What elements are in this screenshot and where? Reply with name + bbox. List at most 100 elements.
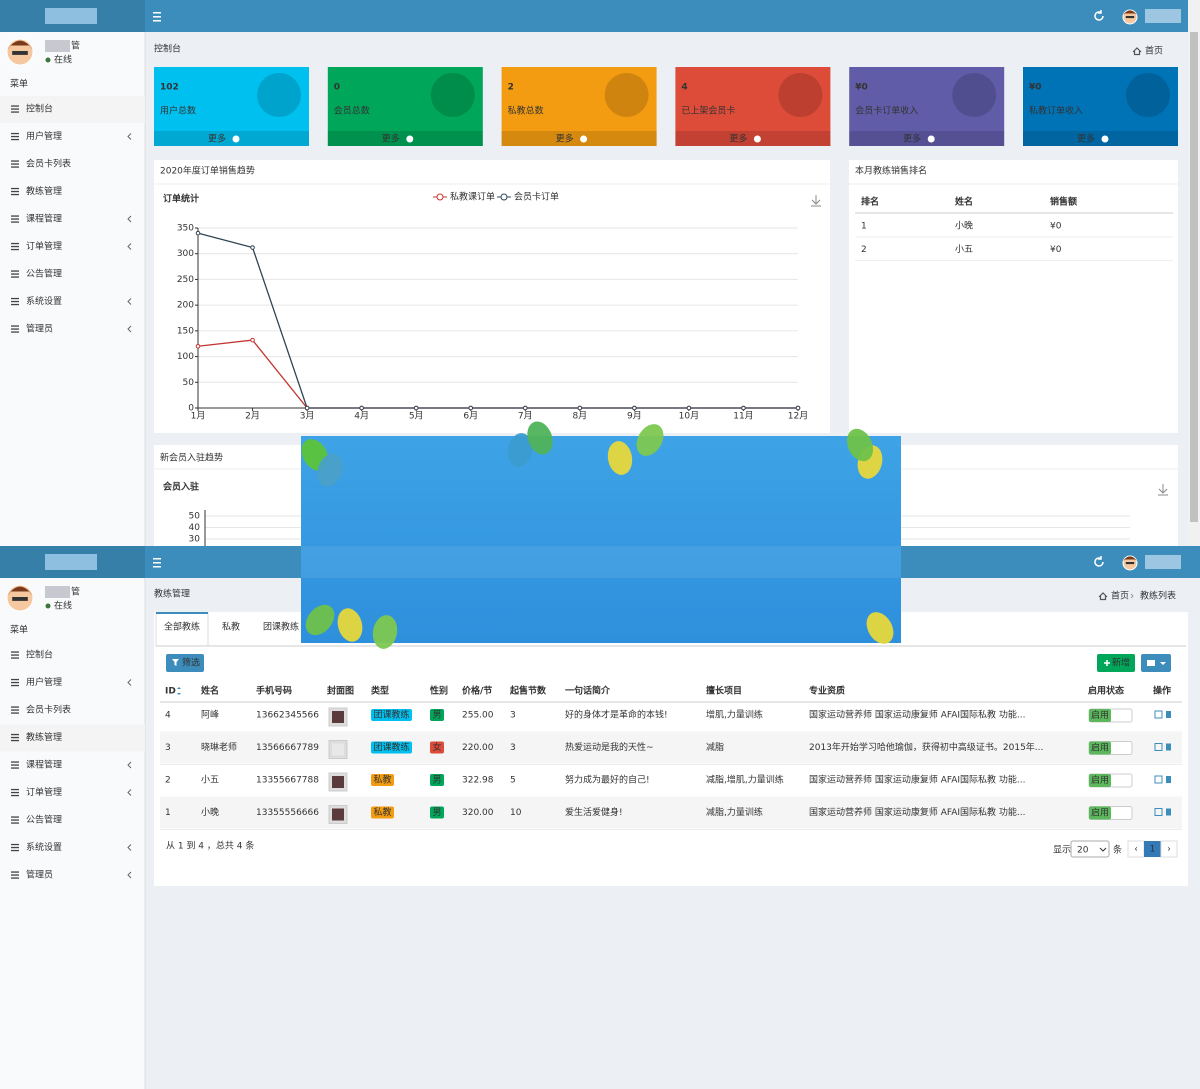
menu-item[interactable]: 教练管理	[26, 731, 62, 743]
refresh-icon[interactable]	[1094, 556, 1104, 567]
avatar-hair	[7, 40, 33, 50]
switch-label[interactable]: 启用	[1091, 742, 1109, 754]
edit-icon[interactable]	[1154, 710, 1163, 719]
menu-item[interactable]: 课程管理	[26, 213, 62, 225]
stat-more-icon	[753, 135, 761, 143]
type-badge	[371, 806, 394, 819]
menu-item[interactable]: 管理员	[26, 869, 53, 881]
page-size-select[interactable]	[1070, 840, 1110, 858]
stat-more[interactable]: 更多	[382, 133, 400, 145]
edit-icon[interactable]	[1154, 775, 1163, 784]
page-next[interactable]	[1160, 840, 1178, 858]
stat-more[interactable]: 更多	[729, 133, 747, 145]
point	[741, 405, 746, 411]
switch-label[interactable]: 启用	[1091, 774, 1109, 786]
menu-item[interactable]: 教练管理	[26, 185, 62, 197]
delete-icon[interactable]	[1166, 711, 1171, 718]
menu-item[interactable]: 系统设置	[26, 841, 62, 853]
breadcrumb[interactable]: 首页	[1145, 45, 1163, 57]
table-header: 擅长项目	[706, 685, 742, 697]
stat-more[interactable]: 更多	[208, 133, 226, 145]
stat-more[interactable]: 更多	[556, 133, 574, 145]
add-button[interactable]	[1097, 654, 1135, 672]
submenu-arrow	[127, 789, 132, 796]
gender-badge-label: 男	[432, 807, 441, 818]
filter-label[interactable]: 筛选	[182, 657, 200, 669]
x-tick-label: 2月	[245, 411, 260, 422]
menu-icon	[11, 248, 19, 251]
menu-toggle[interactable]	[153, 12, 161, 14]
menu-toggle[interactable]	[153, 20, 161, 22]
leaf	[305, 604, 335, 636]
menu-icon	[11, 684, 19, 687]
switch-label[interactable]: 启用	[1091, 709, 1109, 721]
header-bar	[0, 0, 1200, 32]
menu-item[interactable]: 公告管理	[26, 814, 62, 826]
legend-marker	[500, 193, 508, 201]
legend-label[interactable]: 会员卡订单	[514, 191, 559, 203]
menu-item[interactable]: 控制台	[26, 103, 53, 115]
menu-toggle[interactable]	[153, 16, 161, 18]
menu-icon	[11, 132, 19, 135]
menu-item[interactable]: 订单管理	[26, 786, 62, 798]
table-header: 类型	[371, 685, 389, 697]
tab-active-top	[156, 612, 208, 614]
table-cell: 220.00	[462, 743, 494, 753]
columns-button[interactable]	[1141, 654, 1171, 672]
switch-label[interactable]: 启用	[1091, 807, 1109, 819]
menu-toggle[interactable]	[153, 558, 161, 560]
menu-icon	[11, 736, 19, 739]
type-badge	[371, 774, 394, 786]
menu-icon	[11, 325, 19, 327]
tab[interactable]: 全部教练	[164, 621, 200, 633]
menu-icon	[11, 654, 19, 656]
menu-toggle[interactable]	[153, 566, 161, 568]
menu-item[interactable]: 课程管理	[26, 759, 62, 771]
menu-item[interactable]: 管理员	[26, 323, 53, 335]
user-name-blurred	[45, 40, 70, 52]
panel	[154, 160, 830, 433]
menu-icon	[11, 681, 19, 684]
table-header: 销售额	[1050, 196, 1077, 208]
page-button[interactable]	[1144, 841, 1161, 857]
delete-icon[interactable]	[1166, 743, 1171, 751]
menu-item[interactable]: 控制台	[26, 649, 53, 661]
filter-button[interactable]	[166, 654, 204, 672]
menu-toggle[interactable]	[153, 562, 161, 564]
legend-label[interactable]: 私教课订单	[450, 191, 495, 203]
menu-item[interactable]: 会员卡列表	[26, 704, 71, 716]
menu-icon	[11, 270, 19, 272]
edit-icon[interactable]	[1154, 808, 1163, 816]
stat-more[interactable]: 更多	[903, 133, 921, 145]
breadcrumb-sep	[1130, 593, 1134, 599]
download-icon[interactable]	[1158, 484, 1168, 496]
stat-more-icon	[1101, 135, 1109, 143]
menu-icon	[11, 187, 19, 190]
tab[interactable]: 团课教练	[263, 621, 299, 633]
menu-item[interactable]: 用户管理	[26, 130, 62, 142]
menu-item[interactable]: 订单管理	[26, 240, 62, 252]
menu-item[interactable]: 系统设置	[26, 295, 62, 307]
add-label[interactable]: 新增	[1112, 657, 1130, 669]
menu-item[interactable]: 公告管理	[26, 268, 62, 280]
delete-icon[interactable]	[1166, 808, 1171, 816]
menu-icon	[11, 651, 19, 653]
chart-title: 订单统计	[163, 193, 199, 205]
breadcrumb[interactable]: 首页	[1111, 590, 1129, 602]
download-icon[interactable]	[811, 195, 821, 207]
cover-photo	[332, 743, 344, 756]
leaf	[317, 453, 343, 487]
table-cell: 13355667788	[256, 776, 319, 786]
menu-item[interactable]: 会员卡列表	[26, 158, 71, 170]
edit-icon[interactable]	[1154, 743, 1163, 751]
submenu-arrow	[127, 133, 132, 140]
point	[632, 405, 637, 411]
refresh-icon[interactable]	[1094, 10, 1104, 21]
menu-item[interactable]: 用户管理	[26, 676, 62, 688]
tab[interactable]: 私教	[222, 621, 240, 633]
delete-icon[interactable]	[1166, 776, 1171, 783]
panel-title: 本月教练销售排名	[855, 165, 927, 177]
stat-more[interactable]: 更多	[1077, 133, 1095, 145]
menu-icon	[11, 297, 19, 300]
page-number[interactable]: 1	[1150, 845, 1156, 855]
